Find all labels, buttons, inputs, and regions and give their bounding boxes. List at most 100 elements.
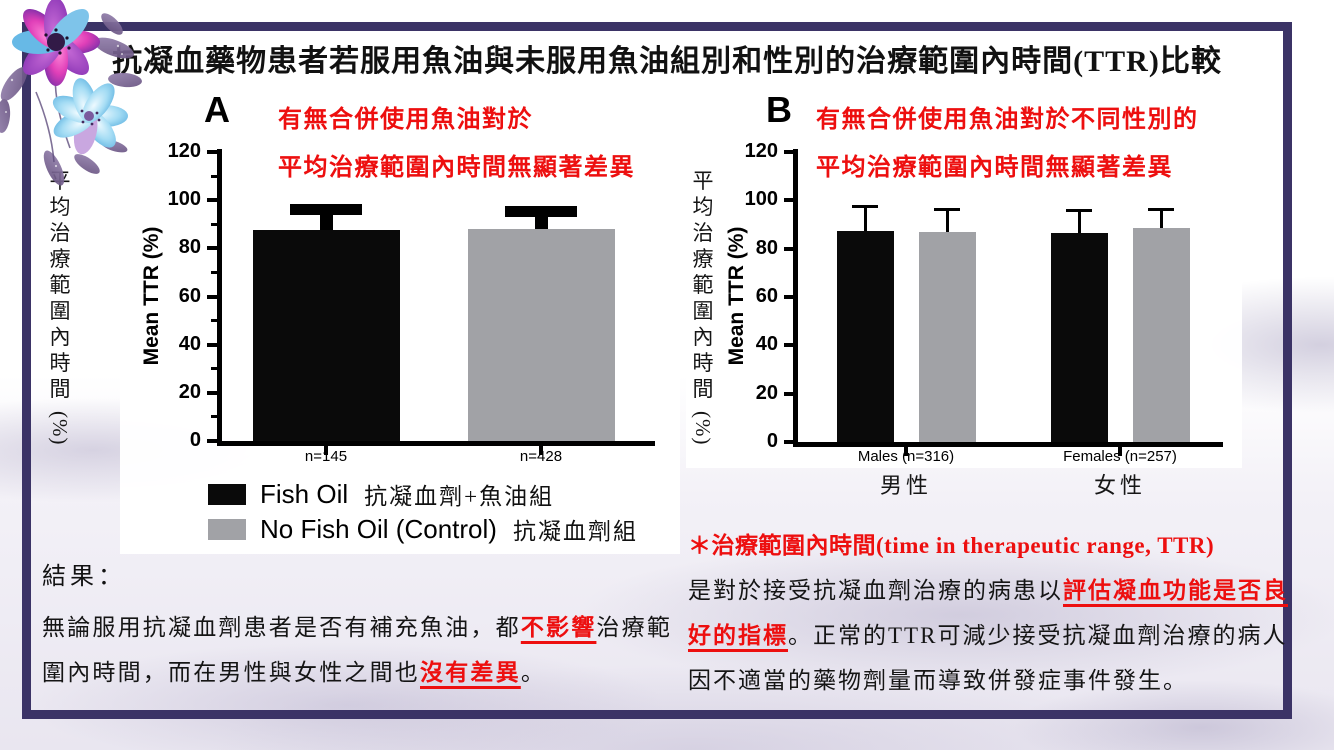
y-tick bbox=[207, 439, 217, 443]
y-axis-label-zh-char: 療 bbox=[49, 247, 71, 271]
ttr-note-text: 是對於接受抗凝血劑治療的病患以評估凝血功能是否良好的指標。正常的TTR可減少接受… bbox=[688, 568, 1288, 703]
bar-no-fish-oil-control bbox=[1132, 228, 1190, 442]
y-tick-label: 60 bbox=[178, 284, 201, 307]
error-bar-stem bbox=[1077, 208, 1081, 233]
y-axis-label-zh-char: 治 bbox=[692, 221, 714, 245]
y-axis-label-zh-char: 圍 bbox=[692, 299, 714, 323]
y-axis-label-zh-char: 均 bbox=[49, 195, 71, 219]
y-axis-label-zh-char: 時 bbox=[692, 351, 714, 375]
legend-item: No Fish Oil (Control) 抗凝血劑組 bbox=[208, 513, 638, 544]
y-axis-label-zh-char: 範 bbox=[692, 273, 714, 297]
error-bar-stem bbox=[1159, 207, 1163, 229]
text-segment: 無論服用抗凝血劑患者是否有補充魚油，都 bbox=[42, 615, 521, 640]
y-tick bbox=[207, 294, 217, 299]
y-tick bbox=[784, 198, 793, 203]
y-tick-label: 120 bbox=[167, 140, 201, 162]
annotation-line: 平均治療範圍內時間無顯著差異 bbox=[278, 155, 635, 181]
y-tick bbox=[207, 150, 217, 154]
text-segment: 沒有差異 bbox=[420, 660, 521, 685]
y-minor-tick bbox=[211, 415, 217, 419]
legend-item: Fish Oil 抗凝血劑+魚油組 bbox=[208, 478, 638, 509]
y-tick-label: 100 bbox=[744, 188, 778, 211]
panel-label: A bbox=[204, 89, 230, 130]
annotation-line: 有無合併使用魚油對於 bbox=[278, 107, 533, 133]
legend-swatch-no-fish-oil-control bbox=[208, 518, 246, 540]
x-tick bbox=[539, 446, 543, 455]
ttr-note-block: ＊治療範圍內時間(time in therapeutic range, TTR)… bbox=[688, 526, 1288, 703]
error-bar-cap bbox=[505, 206, 577, 218]
error-bar-cap bbox=[1066, 208, 1092, 212]
y-tick bbox=[207, 390, 217, 395]
bar-no-fish-oil-control bbox=[467, 229, 615, 441]
error-bar-cap bbox=[852, 205, 878, 209]
y-axis-label-zh-suffix: (%) bbox=[691, 411, 715, 446]
y-tick-label: 20 bbox=[178, 380, 201, 403]
chart-legend: Fish Oil 抗凝血劑+魚油組 No Fish Oil (Control) 抗凝血… bbox=[208, 478, 638, 550]
y-tick-label: 80 bbox=[755, 236, 778, 259]
bar-no-fish-oil-control bbox=[918, 231, 976, 442]
x-axis bbox=[793, 442, 1223, 447]
y-tick-label: 40 bbox=[178, 332, 201, 355]
y-minor-tick bbox=[211, 319, 217, 323]
error-bar-stem bbox=[945, 207, 949, 232]
legend-label-en: Fish Oil bbox=[260, 478, 349, 509]
y-minor-tick bbox=[211, 367, 217, 371]
y-axis-label-en: Mean TTR (%) bbox=[725, 226, 748, 366]
text-segment: 治療範圍內時間，而在男性與女性之間也 bbox=[42, 615, 673, 685]
result-heading: 結果： bbox=[42, 564, 126, 590]
y-tick bbox=[784, 440, 793, 444]
y-axis-label-zh: 平均治療範圍內時間(%) bbox=[46, 168, 74, 445]
legend-swatch-fish-oil bbox=[208, 483, 246, 505]
y-axis-label-zh: 平均治療範圍內時間(%) bbox=[689, 168, 717, 445]
error-bar-cap bbox=[1148, 207, 1174, 211]
text-segment: 評估凝血功能是否良好的指標 bbox=[688, 578, 1288, 648]
annotation-line: 有無合併使用魚油對於不同性別的 bbox=[816, 107, 1199, 133]
y-axis-label-zh-char: 內 bbox=[49, 325, 71, 349]
result-text: 無論服用抗凝血劑患者是否有補充魚油，都不影響治療範圍內時間，而在男性與女性之間也… bbox=[42, 605, 678, 695]
error-bar-stem bbox=[863, 205, 867, 231]
x-axis bbox=[217, 441, 655, 446]
y-axis-label-zh-char: 時 bbox=[49, 351, 71, 375]
bar-fish-oil bbox=[252, 230, 400, 441]
y-tick bbox=[784, 343, 793, 348]
y-tick-label: 100 bbox=[167, 188, 201, 211]
y-tick-label: 0 bbox=[766, 430, 778, 452]
y-tick bbox=[784, 150, 793, 154]
y-tick-label: 60 bbox=[755, 285, 778, 307]
annotation-line: 平均治療範圍內時間無顯著差異 bbox=[816, 155, 1173, 181]
y-axis-label-zh-char: 間 bbox=[692, 377, 714, 401]
text-segment: 。 bbox=[520, 660, 547, 685]
slide-border bbox=[22, 22, 1292, 719]
y-tick bbox=[784, 391, 793, 396]
y-tick-label: 0 bbox=[189, 429, 201, 451]
x-tick bbox=[1118, 447, 1122, 456]
y-tick-label: 120 bbox=[744, 140, 778, 162]
x-axis-group-label: Males (n=316) bbox=[857, 448, 955, 465]
error-bar-cap bbox=[934, 207, 960, 211]
x-axis-group-label: n=145 bbox=[304, 448, 348, 465]
y-axis-label-zh-char: 內 bbox=[692, 325, 714, 349]
panel-label: B bbox=[766, 89, 792, 130]
y-tick bbox=[207, 342, 217, 347]
y-axis-label-zh-char: 療 bbox=[692, 247, 714, 271]
legend-label-zh: 抗凝血劑+魚油組 bbox=[364, 484, 555, 509]
y-tick bbox=[784, 246, 793, 251]
y-axis bbox=[217, 149, 222, 446]
x-axis-group-label: Females (n=257) bbox=[1063, 448, 1177, 465]
ttr-note-title: ＊治療範圍內時間(time in therapeutic range, TTR) bbox=[688, 533, 1215, 558]
x-axis-group-label-zh: 女性 bbox=[1093, 473, 1146, 498]
y-minor-tick bbox=[211, 270, 217, 274]
y-axis-label-zh-char: 圍 bbox=[49, 299, 71, 323]
y-axis-label-zh-char: 平 bbox=[692, 169, 714, 193]
x-tick bbox=[324, 446, 328, 455]
bar-fish-oil bbox=[1050, 232, 1108, 442]
flower-decoration-icon bbox=[0, 0, 142, 186]
legend-label-en: No Fish Oil (Control) bbox=[260, 513, 497, 544]
text-segment: 不影響 bbox=[520, 615, 597, 640]
y-axis-label-zh-char: 間 bbox=[49, 377, 71, 401]
y-minor-tick bbox=[211, 222, 217, 226]
y-tick-label: 40 bbox=[755, 333, 778, 356]
